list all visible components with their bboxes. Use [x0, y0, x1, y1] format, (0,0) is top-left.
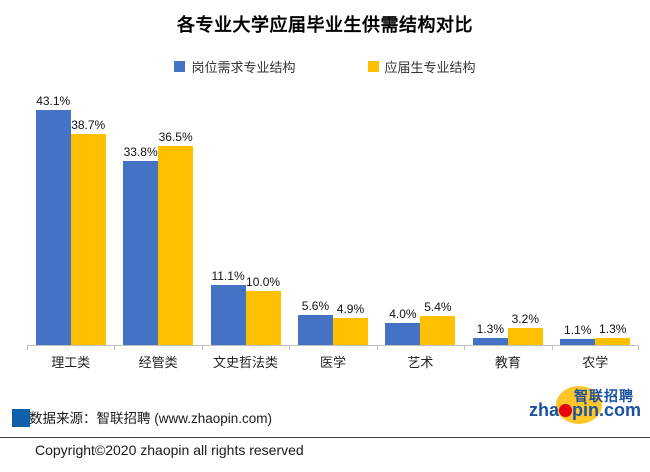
axis-tick — [201, 346, 203, 350]
data-label: 38.7% — [71, 118, 106, 133]
category-label: 理工类 — [51, 355, 91, 370]
axis-tick — [114, 346, 116, 350]
legend-label-supply: 应届生专业结构 — [384, 60, 476, 75]
category-label: 经管类 — [138, 355, 178, 370]
legend-swatch-blue — [174, 61, 186, 72]
bar-group: 5.6% 4.9% — [289, 100, 376, 345]
copyright-text: Copyright©2020 zhaopin all rights reserv… — [35, 442, 304, 458]
bar: 38.7% — [70, 118, 106, 345]
data-label: 3.2% — [511, 311, 539, 326]
bar: 5.4% — [420, 300, 456, 345]
category-axis-labels: 理工类 经管类 文史哲法类 医学 艺术 教育 农学 — [27, 352, 639, 371]
bar-group: 33.8% 36.5% — [114, 100, 201, 345]
axis-tick — [27, 346, 28, 350]
data-label: 4.9% — [336, 302, 365, 317]
bar: 11.1% — [210, 269, 246, 345]
bar: 33.8% — [123, 145, 159, 345]
source-text: 数据来源：智联招聘 (www.zhaopin.com) — [29, 411, 273, 426]
legend-item-supply: 应届生专业结构 — [367, 57, 476, 76]
plot-area: 43.1% 38.7% 33.8% 36.5% 11.1% 10.0% 5.6% 4.9% 4.… — [27, 94, 639, 345]
bar: 4.0% — [385, 307, 421, 345]
axis-tick — [289, 346, 291, 350]
bar-group: 1.3% 3.2% — [464, 100, 551, 345]
category-label: 艺术 — [407, 355, 434, 370]
bar-chart: 43.1% 38.7% 33.8% 36.5% 11.1% 10.0% 5.6% 4.9% 4.… — [27, 94, 639, 371]
chart-title: 各专业大学应届毕业生供需结构对比 — [177, 15, 473, 35]
bar: 1.3% — [472, 322, 508, 345]
data-label: 1.3% — [599, 321, 627, 336]
bar-group: 11.1% 10.0% — [202, 100, 289, 345]
axis-tick — [464, 346, 466, 350]
source-bullet-square — [12, 409, 30, 427]
bar: 1.1% — [560, 323, 596, 345]
bar: 3.2% — [507, 312, 543, 345]
logo-wordmark-suffix: pin.com — [572, 400, 642, 420]
logo-wordmark: zha pin.com — [529, 400, 641, 421]
logo-wordmark-prefix: zha — [529, 400, 560, 420]
bar-group: 1.1% 1.3% — [552, 100, 639, 345]
bar: 5.6% — [297, 299, 333, 345]
data-label: 1.3% — [476, 321, 504, 336]
zhaopin-logo: 智联招聘 zha pin.com — [527, 383, 647, 428]
bar: 4.9% — [332, 302, 368, 345]
bar: 1.3% — [595, 322, 631, 345]
data-label: 33.8% — [123, 145, 158, 159]
legend-label-demand: 岗位需求专业结构 — [191, 60, 296, 75]
category-label: 文史哲法类 — [213, 355, 279, 370]
bar: 43.1% — [35, 94, 71, 345]
axis-tick — [376, 346, 378, 350]
bar-group: 43.1% 38.7% — [27, 94, 114, 345]
bar: 36.5% — [158, 130, 194, 345]
bar-group: 4.0% 5.4% — [377, 100, 464, 345]
data-label: 36.5% — [158, 130, 193, 145]
legend-item-demand: 岗位需求专业结构 — [174, 57, 296, 76]
divider-line — [0, 437, 650, 438]
axis-tick — [638, 346, 639, 350]
logo-chinese-text: 智联招聘 — [574, 388, 634, 404]
legend: 岗位需求专业结构 应届生专业结构 — [0, 57, 650, 76]
legend-swatch-yellow — [367, 61, 379, 72]
category-label: 教育 — [494, 355, 521, 370]
data-label: 5.4% — [424, 299, 452, 314]
data-label: 10.0% — [246, 274, 281, 289]
category-label: 农学 — [582, 355, 609, 370]
bar: 10.0% — [245, 275, 281, 345]
data-label: 4.0% — [389, 307, 417, 322]
category-label: 医学 — [319, 355, 346, 370]
axis-tick — [551, 346, 553, 350]
data-label: 43.1% — [36, 94, 71, 109]
data-label: 5.6% — [301, 298, 330, 313]
x-axis — [27, 345, 639, 350]
logo-red-dot-icon — [559, 404, 573, 417]
data-label: 11.1% — [211, 268, 245, 283]
data-label: 1.1% — [564, 323, 592, 337]
